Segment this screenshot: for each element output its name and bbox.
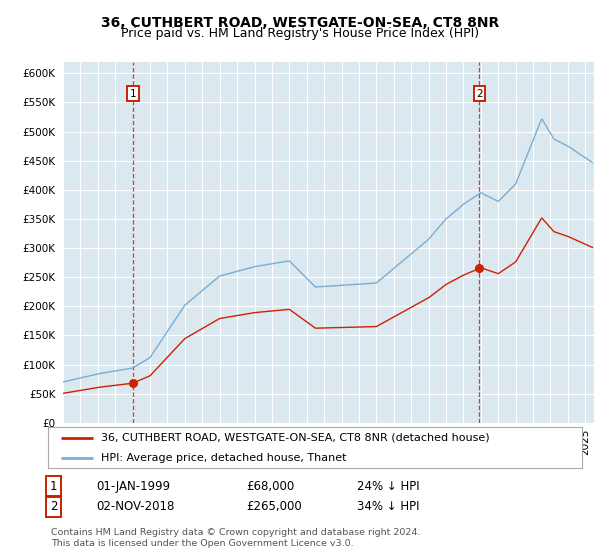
Text: 36, CUTHBERT ROAD, WESTGATE-ON-SEA, CT8 8NR (detached house): 36, CUTHBERT ROAD, WESTGATE-ON-SEA, CT8 …: [101, 433, 490, 443]
Text: 2: 2: [476, 88, 483, 99]
Text: Contains HM Land Registry data © Crown copyright and database right 2024.
This d: Contains HM Land Registry data © Crown c…: [51, 528, 421, 548]
Text: Price paid vs. HM Land Registry's House Price Index (HPI): Price paid vs. HM Land Registry's House …: [121, 27, 479, 40]
Text: 1: 1: [50, 479, 57, 493]
Text: 34% ↓ HPI: 34% ↓ HPI: [357, 500, 419, 514]
Text: HPI: Average price, detached house, Thanet: HPI: Average price, detached house, Than…: [101, 453, 347, 463]
Text: 1: 1: [130, 88, 136, 99]
Text: 01-JAN-1999: 01-JAN-1999: [96, 479, 170, 493]
Text: 24% ↓ HPI: 24% ↓ HPI: [357, 479, 419, 493]
Text: 02-NOV-2018: 02-NOV-2018: [96, 500, 175, 514]
Text: 2: 2: [50, 500, 57, 514]
Text: £68,000: £68,000: [246, 479, 294, 493]
Text: £265,000: £265,000: [246, 500, 302, 514]
Text: 36, CUTHBERT ROAD, WESTGATE-ON-SEA, CT8 8NR: 36, CUTHBERT ROAD, WESTGATE-ON-SEA, CT8 …: [101, 16, 499, 30]
